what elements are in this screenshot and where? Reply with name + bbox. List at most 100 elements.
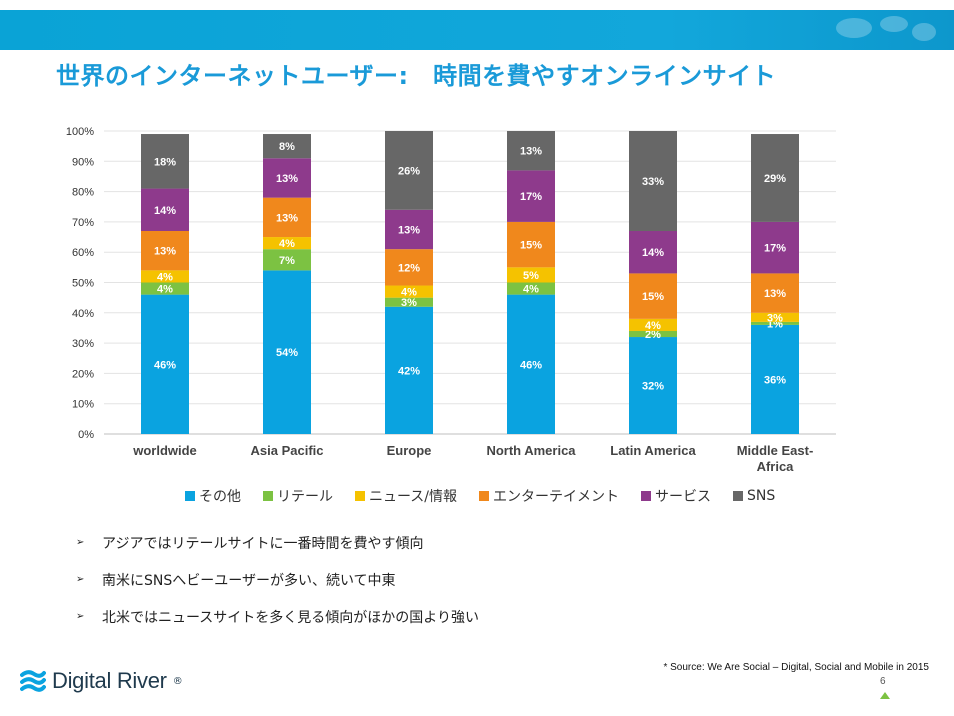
bullet-text: 北米ではニュースサイトを多く見る傾向がほかの国より強い [102,609,480,626]
data-label: 46% [520,359,542,371]
data-label: 4% [157,271,173,283]
bar-segment [629,318,677,331]
data-label: 17% [520,191,542,203]
up-arrow-icon[interactable] [880,692,890,699]
data-label: 15% [642,291,664,303]
y-tick-label: 0% [78,429,94,441]
bullet-item: ➢ アジアではリテールサイトに一番時間を費やす傾向 [76,524,479,561]
bar-segment [629,273,677,319]
bar-segment [263,158,311,198]
bullet-list: ➢ アジアではリテールサイトに一番時間を費やす傾向 ➢ 南米にSNSへビーユーザ… [76,524,479,635]
bar-segment [263,249,311,271]
bar-segment [141,230,189,271]
bar-segment [507,221,555,268]
bar-segment [385,297,433,307]
bar-segment [751,321,799,325]
legend-item: SNS [733,486,775,506]
data-label: 54% [276,347,298,359]
bar-segment [385,306,433,434]
bar-segment [263,134,311,159]
bar-segment [751,134,799,222]
data-label: 5% [523,270,539,282]
y-tick-label: 100% [66,126,94,138]
data-label: 36% [764,374,786,386]
legend-item: エンターテイメント [479,486,619,506]
legend-swatch [641,491,652,501]
data-label: 4% [157,284,173,296]
legend-label: SNS [747,488,776,504]
y-tick-label: 70% [72,217,94,229]
legend-swatch [185,491,195,501]
bullet-text: 南米にSNSへビーユーザーが多い、続いて中東 [102,572,396,589]
data-label: 42% [398,365,420,377]
bar-segment [751,273,799,313]
bar-segment [385,209,433,250]
data-label: 4% [523,284,539,296]
y-tick-label: 40% [72,308,94,320]
data-label: 7% [279,255,295,267]
data-label: 12% [398,262,420,274]
legend-swatch [263,491,273,501]
data-label: 18% [154,156,176,168]
x-tick-label: Asia Pacific [251,443,324,458]
data-label: 29% [764,173,786,185]
bar-segment [629,230,677,274]
y-tick-label: 30% [72,338,94,350]
legend-item: サービス [641,486,711,506]
legend-label: サービス [655,489,712,505]
bar-segment [751,324,799,434]
registered-mark: ® [172,675,183,687]
data-label: 32% [642,381,664,393]
data-label: 8% [279,141,295,153]
bar-segment [385,131,433,210]
world-map-decoration [836,16,936,41]
bar-segment [751,312,799,322]
bar-segment [507,267,555,283]
x-tick-label: worldwide [132,443,197,458]
legend-label: リテール [277,489,333,505]
legend-item: ニュース/情報 [355,486,457,506]
x-tick-label: Middle East- [737,443,814,458]
x-tick-label: Europe [387,443,432,458]
legend-swatch [355,491,365,501]
data-label: 4% [645,320,661,332]
data-label: 13% [154,246,176,258]
bar-segment [385,285,433,298]
legend-item: リテール [263,486,333,506]
data-label: 13% [276,173,298,185]
bar-segment [141,134,189,189]
bar-segment [141,270,189,283]
data-label: 14% [154,205,176,217]
data-label: 13% [764,288,786,300]
arrow-bullet-icon: ➢ [76,611,85,622]
arrow-bullet-icon: ➢ [76,537,85,548]
page-number: 6 [880,676,886,687]
y-tick-label: 90% [72,156,94,168]
legend-swatch [733,491,744,501]
bar-segment [385,249,433,286]
legend-label: その他 [199,489,241,505]
legend-label: ニュース/情報 [369,489,458,505]
data-label: 2% [645,329,661,341]
legend-swatch [479,491,490,501]
data-label: 13% [276,212,298,224]
y-tick-label: 60% [72,247,94,259]
data-label: 4% [279,238,295,250]
bar-segment [263,270,311,434]
bar-segment [507,170,555,222]
bar-segment [507,282,555,295]
digital-river-logo: Digital River ® [20,668,183,694]
source-note: * Source: We Are Social – Digital, Socia… [663,662,929,673]
bar-segment [263,237,311,250]
x-tick-label: Africa [757,459,795,474]
x-tick-label: Latin America [610,443,696,458]
river-wave-icon [20,670,46,692]
data-label: 46% [154,359,176,371]
legend-label: エンターテイメント [493,489,620,505]
y-tick-label: 50% [72,278,94,290]
bullet-item: ➢ 北米ではニュースサイトを多く見る傾向がほかの国より強い [76,598,479,635]
bar-segment [751,221,799,274]
stacked-bar-chart: 0%10%20%30%40%50%60%70%80%90%100%46%4%4%… [66,126,836,474]
bar-segment [141,188,189,231]
bullet-item: ➢ 南米にSNSへビーユーザーが多い、続いて中東 [76,561,479,598]
